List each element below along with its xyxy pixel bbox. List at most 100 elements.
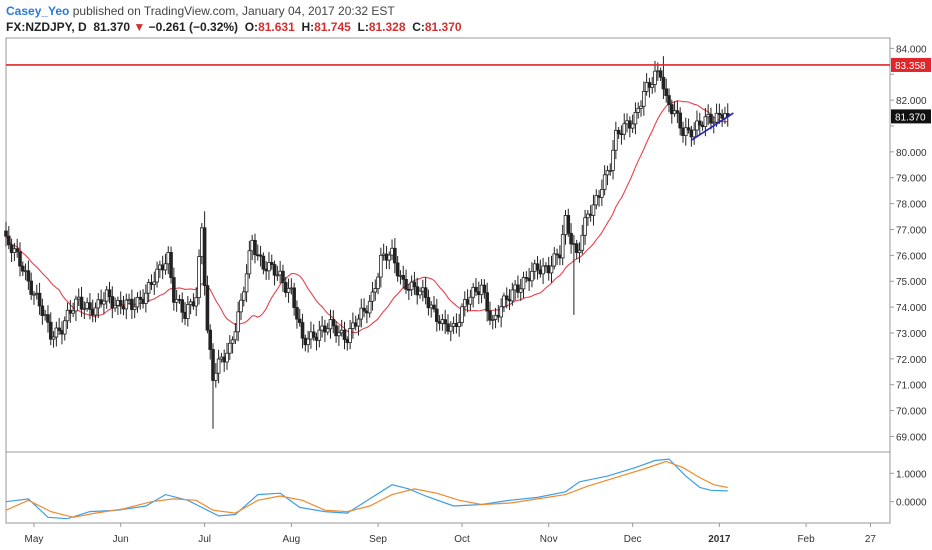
candle-down <box>264 268 268 272</box>
candle-down <box>208 329 213 350</box>
candle-down <box>415 286 420 296</box>
candle-down <box>504 295 509 300</box>
candle-down <box>574 243 579 253</box>
candle-up <box>499 306 503 318</box>
candles-layer <box>4 56 730 429</box>
candle-up <box>440 319 445 324</box>
low-label: L: <box>357 20 369 34</box>
candle-up <box>650 84 655 88</box>
candle-down <box>516 284 520 293</box>
candle-up <box>572 243 576 246</box>
candle-down <box>88 302 92 310</box>
candle-up <box>82 307 87 310</box>
candle-up <box>630 123 635 129</box>
candle-down <box>465 299 470 305</box>
symbol-label[interactable]: FX:NZDJPY, D <box>6 20 87 34</box>
candle-up <box>351 322 355 329</box>
candle-down <box>432 304 436 310</box>
candle-down <box>269 262 274 265</box>
candle-up <box>490 318 495 321</box>
candle-up <box>541 265 545 275</box>
candle-up <box>51 336 56 340</box>
drawings-layer: 83.358 81.370 <box>6 57 931 141</box>
candle-up <box>317 329 322 341</box>
candle-down <box>697 120 702 126</box>
candle-down <box>507 299 512 302</box>
candle-up <box>591 204 596 216</box>
candle-down <box>446 323 450 332</box>
candle-up <box>286 288 291 293</box>
candle-down <box>9 244 14 253</box>
candle-up <box>381 253 386 256</box>
y-tick-label: 79.000 <box>896 174 927 185</box>
candle-up <box>194 297 199 307</box>
candle-down <box>435 308 439 322</box>
candle-down <box>395 262 400 277</box>
candle-up <box>692 129 696 138</box>
candle-up <box>409 281 414 291</box>
x-tick-label: Sep <box>369 534 387 545</box>
candle-up <box>155 268 159 283</box>
candle-up <box>102 300 106 305</box>
candle-down <box>334 325 338 337</box>
oscillator-pane-border <box>5 451 891 524</box>
candle-down <box>454 323 459 327</box>
candle-up <box>530 270 534 282</box>
candle-down <box>211 349 215 381</box>
candle-up <box>370 291 375 302</box>
candle-down <box>300 322 305 339</box>
candle-up <box>532 263 537 272</box>
candle-up <box>502 295 506 308</box>
candle-down <box>524 277 529 279</box>
candle-up <box>200 227 204 258</box>
candle-down <box>46 314 50 323</box>
open-value: 81.631 <box>258 20 295 34</box>
candle-up <box>337 332 341 337</box>
symbol-line: FX:NZDJPY, D 81.370 ▼ −0.261 (−0.32%) O:… <box>6 20 462 34</box>
candle-down <box>393 247 397 264</box>
candle-down <box>205 285 210 331</box>
candle-up <box>367 300 372 314</box>
candle-down <box>29 280 33 295</box>
candle-up <box>227 342 232 354</box>
price-change: −0.261 (−0.32%) <box>148 20 239 34</box>
candle-up <box>54 327 59 338</box>
candle-down <box>437 321 442 324</box>
candle-up <box>560 234 565 259</box>
trend-line[interactable] <box>690 112 734 141</box>
candle-down <box>130 298 134 310</box>
candle-down <box>720 114 724 119</box>
resistance-price-badge <box>891 57 931 72</box>
candle-down <box>407 288 411 291</box>
y-tick-label: 84.000 <box>896 44 927 55</box>
candle-down <box>558 254 562 259</box>
candle-down <box>661 76 666 90</box>
last-price-badge <box>891 109 931 124</box>
candle-up <box>32 293 36 296</box>
candle-down <box>60 330 64 335</box>
candle-down <box>566 215 571 234</box>
candle-up <box>644 82 649 92</box>
x-tick-label: Jul <box>198 534 211 545</box>
candle-down <box>79 296 84 310</box>
y-tick-label: 71.000 <box>896 381 927 392</box>
candle-up <box>74 298 78 312</box>
candle-up <box>174 299 179 303</box>
candle-up <box>625 120 629 125</box>
candle-down <box>619 133 624 136</box>
candle-up <box>429 304 434 309</box>
candle-up <box>85 302 89 309</box>
candle-down <box>253 239 257 256</box>
candle-up <box>144 292 148 304</box>
candle-down <box>485 292 489 312</box>
candle-down <box>482 284 487 294</box>
candle-down <box>538 269 543 275</box>
candle-down <box>488 310 492 321</box>
candle-down <box>412 281 417 288</box>
candle-up <box>244 273 249 293</box>
candle-up <box>510 289 515 302</box>
candle-up <box>672 110 677 115</box>
candle-down <box>345 339 350 344</box>
author-link[interactable]: Casey_Yeo <box>6 4 70 18</box>
